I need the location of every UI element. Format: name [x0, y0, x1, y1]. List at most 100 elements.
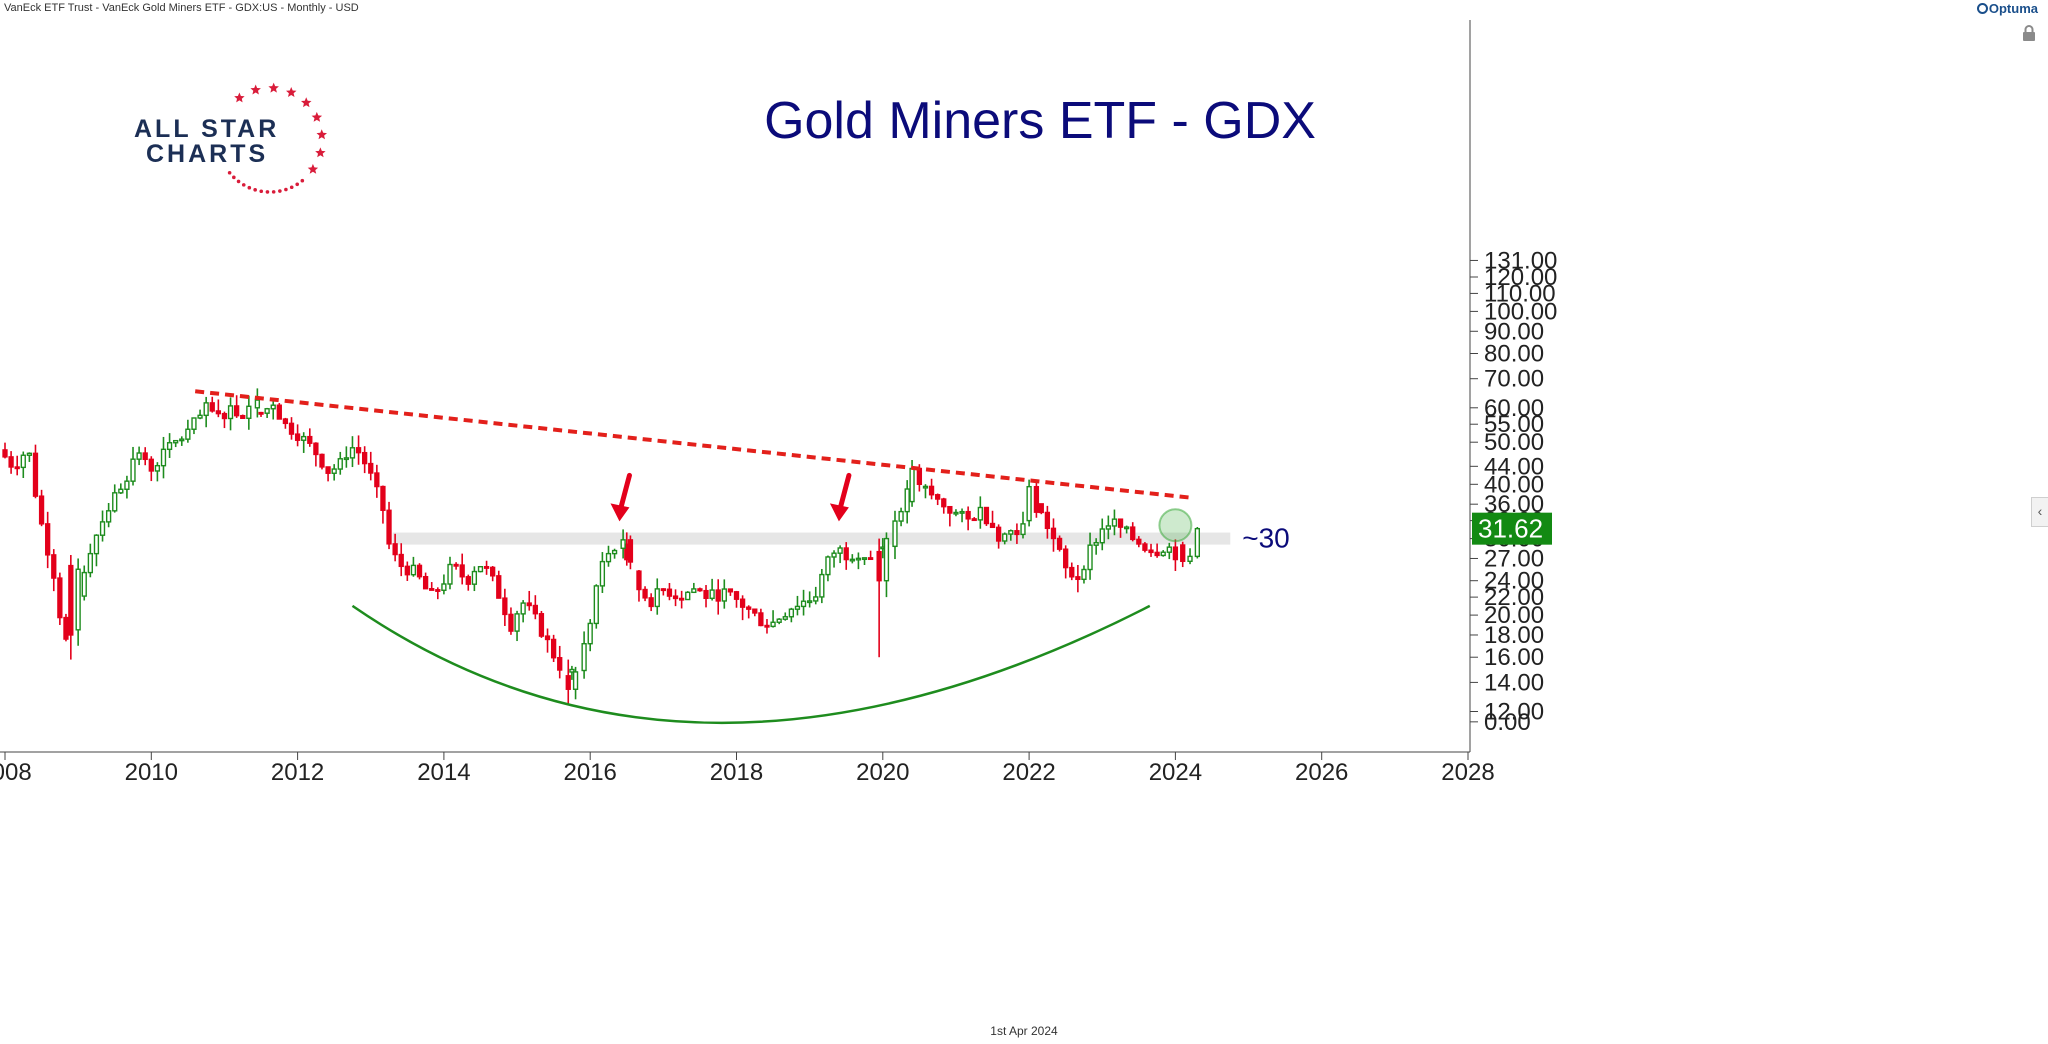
logo-line-1: ALL STAR	[134, 115, 280, 143]
candle-body	[191, 417, 197, 430]
candle-down	[746, 605, 752, 619]
candle-up	[520, 600, 526, 623]
candle-body	[166, 442, 173, 451]
candle-up	[471, 566, 478, 592]
candle-up	[587, 619, 593, 652]
candle-down	[752, 608, 758, 617]
support-band	[392, 532, 1231, 545]
x-tick-label: 2024	[1149, 759, 1202, 786]
candle-body	[368, 462, 374, 474]
candle-up	[337, 451, 343, 475]
y-tick-label: 120.00	[1484, 264, 1557, 291]
candle-body	[337, 458, 343, 470]
candle-down	[995, 524, 1002, 549]
y-tick-label: 44.00	[1484, 453, 1544, 480]
candle-body	[782, 616, 788, 620]
candle-down	[843, 542, 849, 570]
candle-body	[876, 550, 882, 582]
candle-body	[1166, 546, 1172, 553]
candle-body	[93, 534, 100, 555]
candle-body	[611, 549, 618, 555]
candle-body	[691, 588, 697, 594]
candle-down	[307, 428, 313, 447]
candle-body	[392, 543, 398, 556]
candle-down	[508, 607, 514, 635]
candle-down	[928, 478, 935, 500]
candle-down	[276, 403, 282, 420]
candle-down	[538, 610, 545, 638]
candle-body	[1033, 485, 1040, 513]
candle-up	[514, 610, 520, 642]
candle-body	[746, 606, 752, 610]
candle-body	[660, 588, 667, 592]
candle-body	[904, 488, 910, 513]
x-tick-label: 2008	[0, 759, 32, 786]
candle-body	[599, 560, 606, 587]
candle-body	[258, 411, 264, 415]
candle-body	[752, 608, 758, 614]
logo-star-icon	[268, 82, 279, 93]
candle-up	[1123, 525, 1130, 534]
logo-dot-icon	[265, 190, 270, 194]
candle-down	[502, 588, 508, 626]
candle-up	[831, 550, 837, 568]
y-tick-label: 100.00	[1484, 298, 1557, 325]
candle-body	[995, 526, 1002, 542]
candle-down	[209, 396, 215, 413]
candle-body	[240, 414, 246, 419]
instrument-header: VanEck ETF Trust - VanEck Gold Miners ET…	[4, 2, 359, 14]
stars-arc-icon	[227, 82, 327, 194]
candle-body	[565, 675, 571, 690]
candle-up	[26, 452, 33, 462]
candle-body	[477, 565, 484, 573]
candle-body	[678, 597, 685, 601]
candle-down	[398, 543, 404, 577]
logo-star-icon	[315, 147, 326, 158]
candle-up	[203, 396, 209, 428]
candle-up	[654, 578, 660, 615]
candle-down	[989, 510, 996, 529]
candle-up	[227, 397, 234, 431]
candle-body	[148, 458, 154, 472]
y-tick-label: 0.00	[1484, 709, 1531, 736]
candle-body	[57, 577, 63, 619]
candle-down	[51, 549, 57, 592]
y-tick-label: 14.00	[1484, 669, 1544, 696]
candle-body	[496, 575, 502, 599]
lock-icon[interactable]	[2020, 24, 2038, 42]
candle-down	[764, 619, 770, 634]
candle-up	[118, 483, 124, 495]
candle-body	[51, 554, 57, 579]
candle-body	[453, 563, 459, 567]
logo-star-icon	[301, 97, 312, 108]
candle-body	[282, 418, 289, 425]
x-tick-label: 2026	[1295, 759, 1348, 786]
candle-body	[733, 591, 740, 600]
candle-body	[227, 405, 234, 420]
candle-down	[221, 411, 228, 429]
candle-down	[1075, 564, 1081, 593]
candle-body	[1026, 485, 1032, 522]
candle-up	[105, 503, 112, 528]
candle-up	[776, 618, 782, 625]
candle-down	[215, 399, 222, 418]
candle-body	[422, 576, 429, 590]
x-tick-label: 2018	[710, 759, 763, 786]
candle-up	[20, 451, 26, 478]
candle-body	[764, 624, 770, 628]
candle-up	[788, 607, 795, 623]
candle-body	[971, 518, 977, 522]
candle-body	[627, 539, 634, 563]
candle-up	[593, 584, 599, 629]
logo-dot-icon	[278, 189, 282, 193]
candle-body	[855, 557, 862, 561]
candle-body	[758, 612, 764, 627]
candle-body	[254, 399, 261, 409]
candle-body	[800, 600, 807, 608]
candle-body	[124, 480, 130, 490]
collapse-panel-tab[interactable]: ‹	[2031, 497, 2048, 527]
candle-body	[447, 563, 453, 585]
candle-down	[465, 574, 471, 591]
candle-down	[648, 593, 654, 612]
candle-body	[935, 494, 941, 500]
